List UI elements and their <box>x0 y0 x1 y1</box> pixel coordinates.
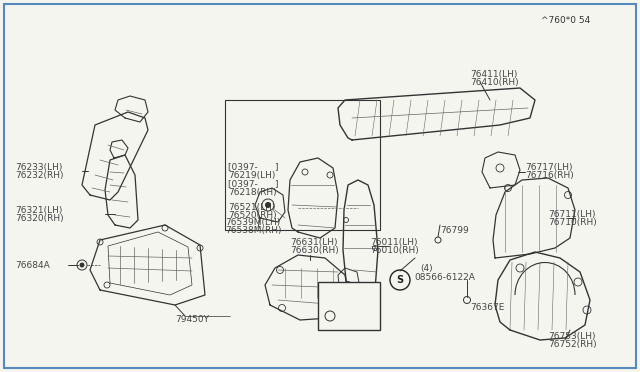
Text: 76716(RH): 76716(RH) <box>525 170 573 180</box>
Text: 76684A: 76684A <box>15 260 50 269</box>
Text: 76521(LH): 76521(LH) <box>228 202 275 212</box>
Text: [0397-      ]: [0397- ] <box>228 180 278 189</box>
Text: [0397-      ]: [0397- ] <box>228 163 278 171</box>
Text: 76011(LH): 76011(LH) <box>370 237 417 247</box>
Text: 76710(RH): 76710(RH) <box>548 218 596 227</box>
Text: 76631(LH): 76631(LH) <box>290 237 337 247</box>
Circle shape <box>80 263 84 267</box>
Text: 76746M: 76746M <box>331 324 367 333</box>
Text: 76411(LH): 76411(LH) <box>470 70 517 78</box>
Bar <box>318 282 380 330</box>
Text: 08566-6122A: 08566-6122A <box>414 273 475 282</box>
Text: 76232(RH): 76232(RH) <box>15 170 63 180</box>
Text: 76752(RH): 76752(RH) <box>548 340 596 350</box>
Text: ^760*0 54: ^760*0 54 <box>541 16 590 25</box>
Text: 76711(LH): 76711(LH) <box>548 209 595 218</box>
Text: 79450Y: 79450Y <box>175 315 209 324</box>
Text: 76753(LH): 76753(LH) <box>548 333 595 341</box>
Circle shape <box>266 202 271 208</box>
Text: 76538M(RH): 76538M(RH) <box>225 225 282 234</box>
Text: (4): (4) <box>420 264 433 273</box>
Text: 76520(RH): 76520(RH) <box>228 211 276 219</box>
Text: 76320(RH): 76320(RH) <box>15 214 63 222</box>
Text: 76410(RH): 76410(RH) <box>470 77 518 87</box>
Text: 76799: 76799 <box>440 225 468 234</box>
Text: 76717(LH): 76717(LH) <box>525 163 573 171</box>
Text: 76233(LH): 76233(LH) <box>15 163 62 171</box>
Bar <box>225 100 380 230</box>
Text: 76219(LH): 76219(LH) <box>228 170 275 180</box>
Text: S: S <box>396 275 404 285</box>
Text: 76321(LH): 76321(LH) <box>15 205 62 215</box>
Text: 76367E: 76367E <box>470 304 504 312</box>
Text: 76630(RH): 76630(RH) <box>290 246 339 254</box>
Text: 76218(RH): 76218(RH) <box>228 187 276 196</box>
Text: 76539M(LH): 76539M(LH) <box>225 218 280 227</box>
Text: 76010(RH): 76010(RH) <box>370 246 419 254</box>
